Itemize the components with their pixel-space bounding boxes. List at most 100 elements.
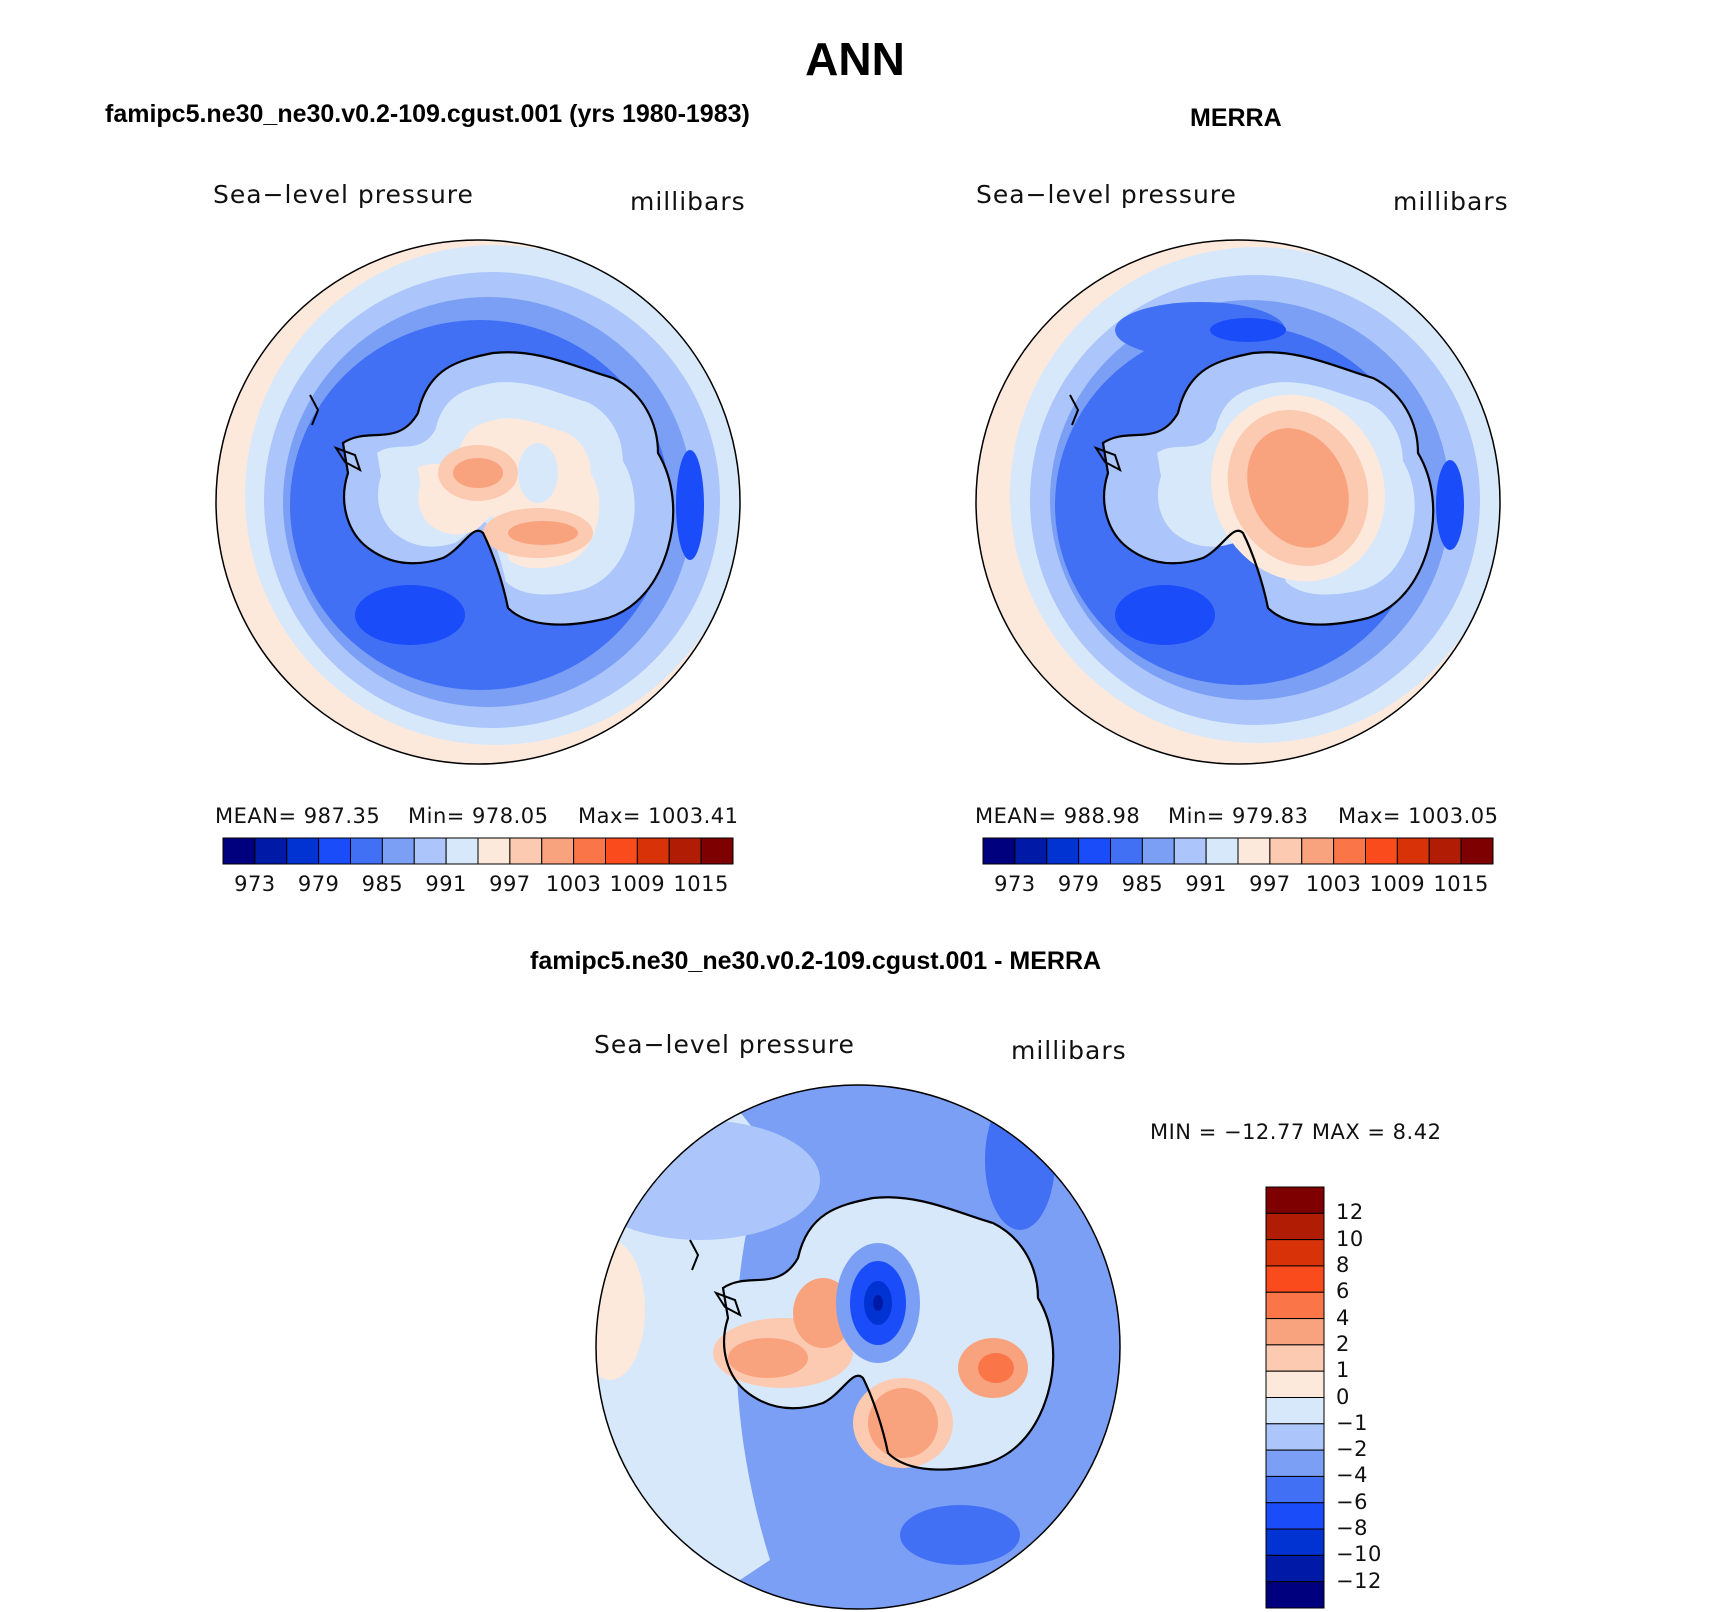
diff-colorbar-tick-label: 4 (1336, 1305, 1350, 1330)
model-colorbar-cell (605, 837, 638, 865)
obs-min-stat: Min= 979.83 (1168, 804, 1309, 828)
model-colorbar-tick-label: 991 (425, 872, 467, 896)
obs-colorbar-tick-label: 973 (994, 872, 1036, 896)
diff-units-label: millibars (1011, 1036, 1127, 1065)
model-variable-label: Sea−level pressure (213, 180, 474, 209)
model-min-stat: Min= 978.05 (408, 804, 549, 828)
obs-max-stat: Max= 1003.05 (1338, 804, 1499, 828)
model-colorbar-tick-label: 985 (361, 872, 404, 896)
obs-colorbar-tick-label: 1015 (1433, 872, 1489, 896)
obs-colorbar (982, 837, 1494, 865)
obs-colorbar-cell (1269, 837, 1303, 865)
model-colorbar-tick-label: 1015 (673, 872, 729, 896)
diff-colorbar-tick-label: 1 (1336, 1358, 1350, 1383)
model-colorbar-cell (700, 837, 734, 865)
obs-mean-stat: MEAN= 988.98 (975, 804, 1141, 828)
obs-colorbar-tick-label: 985 (1121, 872, 1164, 896)
obs-map (976, 240, 1500, 764)
diff-colorbar-cell (1265, 1475, 1325, 1504)
model-units-label: millibars (630, 187, 746, 216)
diff-colorbar-cell (1265, 1318, 1325, 1346)
diff-colorbar-tick-label: 10 (1336, 1226, 1364, 1251)
model-colorbar-cell (350, 837, 383, 865)
model-colorbar-tick-label: 979 (297, 872, 340, 896)
diff-colorbar-tick-label: −1 (1336, 1410, 1368, 1435)
diff-colorbar-cell (1265, 1370, 1325, 1398)
obs-colorbar-cell (1428, 837, 1462, 865)
obs-panel-title: MERRA (1190, 104, 1282, 132)
diff-colorbar-cell (1265, 1291, 1325, 1320)
model-colorbar-cell (445, 837, 479, 865)
model-colorbar-cell (509, 837, 543, 865)
model-max-stat: Max= 1003.41 (578, 804, 739, 828)
diff-colorbar-tick-label: −12 (1336, 1568, 1382, 1593)
figure-title: ANN (805, 33, 905, 85)
diff-colorbar-cell (1265, 1212, 1325, 1241)
diff-minmax-stat: MIN = −12.77 MAX = 8.42 (1150, 1120, 1442, 1144)
diff-variable-label: Sea−level pressure (594, 1030, 855, 1059)
diff-colorbar-tick-label: 2 (1336, 1331, 1350, 1356)
model-colorbar-cell (254, 837, 288, 865)
diff-colorbar-cell (1265, 1265, 1325, 1293)
diff-colorbar-cell (1265, 1528, 1325, 1556)
diff-colorbar-tick-label: −2 (1336, 1437, 1368, 1462)
obs-colorbar-tick-label: 1003 (1305, 872, 1362, 896)
obs-colorbar-cell (1237, 837, 1271, 865)
obs-colorbar-cell (982, 837, 1016, 865)
diff-colorbar-cell (1265, 1581, 1325, 1609)
obs-colorbar-cell (1460, 837, 1494, 865)
diff-colorbar-tick-label: 8 (1336, 1252, 1350, 1277)
diff-colorbar-tick-label: −4 (1336, 1463, 1368, 1488)
diff-colorbar-tick-label: 6 (1336, 1279, 1350, 1304)
model-colorbar-cell (286, 837, 320, 865)
obs-colorbar-cell (1205, 837, 1239, 865)
obs-colorbar-cell (1141, 837, 1175, 865)
obs-colorbar-cell (1173, 837, 1207, 865)
obs-colorbar-cell (1333, 837, 1366, 865)
obs-colorbar-tick-label: 991 (1185, 872, 1227, 896)
obs-colorbar-cell (1301, 837, 1335, 865)
diff-colorbar-cell (1265, 1554, 1325, 1583)
obs-colorbar-cell (1078, 837, 1111, 865)
obs-units-label: millibars (1393, 187, 1509, 216)
diff-colorbar-cell (1265, 1449, 1325, 1477)
obs-colorbar-tick-label: 979 (1057, 872, 1100, 896)
diff-colorbar-cell (1265, 1344, 1325, 1372)
model-colorbar-cell (381, 837, 415, 865)
obs-colorbar-tick-label: 1009 (1369, 872, 1426, 896)
model-colorbar-cell (573, 837, 606, 865)
model-panel-title: famipc5.ne30_ne30.v0.2-109.cgust.001 (yr… (105, 100, 750, 128)
diff-colorbar-tick-label: −8 (1336, 1516, 1368, 1541)
diff-colorbar-cell (1265, 1423, 1325, 1451)
diff-colorbar-cell (1265, 1239, 1325, 1267)
obs-colorbar-cell (1396, 837, 1430, 865)
model-colorbar-cell (222, 837, 256, 865)
obs-colorbar-cell (1014, 837, 1048, 865)
diff-colorbar-cell (1265, 1397, 1325, 1425)
model-colorbar-cell (318, 837, 351, 865)
diff-panel-title: famipc5.ne30_ne30.v0.2-109.cgust.001 - M… (530, 947, 1102, 975)
obs-colorbar-cell (1110, 837, 1143, 865)
obs-colorbar-tick-label: 997 (1249, 872, 1291, 896)
obs-colorbar-cell (1365, 837, 1398, 865)
model-colorbar-cell (541, 837, 575, 865)
model-colorbar-cell (668, 837, 702, 865)
model-map (216, 240, 740, 764)
obs-variable-label: Sea−level pressure (976, 180, 1237, 209)
diff-colorbar-tick-label: −10 (1336, 1542, 1382, 1567)
model-mean-stat: MEAN= 987.35 (215, 804, 381, 828)
model-colorbar-cell (413, 837, 447, 865)
model-colorbar-tick-label: 973 (234, 872, 276, 896)
diff-colorbar-cell (1265, 1502, 1325, 1530)
model-colorbar-cell (636, 837, 670, 865)
model-colorbar (222, 837, 734, 865)
model-colorbar-cell (477, 837, 511, 865)
diff-colorbar-cell (1265, 1186, 1325, 1214)
model-colorbar-tick-label: 1009 (609, 872, 666, 896)
diff-colorbar-tick-label: 12 (1336, 1200, 1364, 1225)
diff-map (596, 1085, 1120, 1609)
diff-colorbar-tick-label: −6 (1336, 1489, 1368, 1514)
model-colorbar-tick-label: 1003 (545, 872, 602, 896)
model-colorbar-tick-label: 997 (489, 872, 531, 896)
